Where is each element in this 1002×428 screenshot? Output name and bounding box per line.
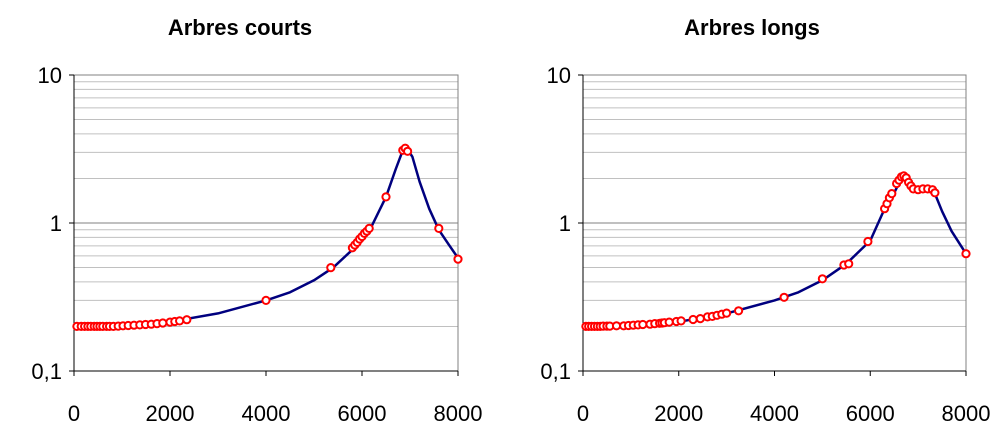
series-line xyxy=(581,175,968,328)
data-point xyxy=(930,188,940,198)
data-point xyxy=(664,317,674,327)
x-tick-label: 8000 xyxy=(434,401,483,426)
x-tick-label: 2000 xyxy=(654,401,703,426)
data-point xyxy=(676,316,686,326)
data-point xyxy=(863,236,873,247)
data-point xyxy=(261,295,271,305)
data-point xyxy=(175,316,185,326)
chart-title: Arbres longs xyxy=(684,15,820,40)
x-tick-label: 6000 xyxy=(846,401,895,426)
data-point xyxy=(364,223,374,233)
data-point xyxy=(326,263,336,273)
data-point xyxy=(961,249,971,259)
gridlines xyxy=(74,81,458,327)
data-point xyxy=(638,319,648,330)
y-tick-label: 10 xyxy=(547,63,571,88)
x-tick-label: 0 xyxy=(577,401,589,426)
chart-title: Arbres courts xyxy=(168,15,312,40)
chart-panel-longs: Arbres longs 0,1 1 10 0 2000 4000 6000 8000 xyxy=(501,0,1002,428)
x-tick-label: 8000 xyxy=(942,401,991,426)
data-point xyxy=(734,306,744,316)
chart-arbres-courts: Arbres courts 0,1 1 10 0 2000 4000 6000 8000 xyxy=(31,15,483,426)
data-point xyxy=(688,314,698,325)
x-tick-label: 6000 xyxy=(338,401,387,426)
x-tick-label: 4000 xyxy=(242,401,291,426)
data-point xyxy=(182,315,192,325)
data-point xyxy=(779,292,789,302)
y-tick-label: 10 xyxy=(38,63,62,88)
data-point xyxy=(403,146,413,156)
y-tick-label: 0,1 xyxy=(540,359,571,384)
chart-panel-courts: Arbres courts 0,1 1 10 0 2000 4000 6000 8000 xyxy=(31,15,483,426)
data-point xyxy=(434,223,444,233)
data-point xyxy=(381,192,391,202)
data-point xyxy=(695,314,705,324)
x-tick-label: 2000 xyxy=(146,401,195,426)
y-tick-label: 0,1 xyxy=(31,359,62,384)
data-point xyxy=(887,189,897,199)
data-point xyxy=(844,259,854,269)
y-tick-label: 1 xyxy=(50,211,62,236)
x-tick-label: 4000 xyxy=(750,401,799,426)
series-markers xyxy=(581,171,971,331)
series-markers xyxy=(72,143,463,331)
data-point xyxy=(817,274,827,284)
chart-arbres-longs: Arbres longs 0,1 1 10 0 2000 4000 6000 8000 xyxy=(540,15,991,426)
data-point xyxy=(611,321,622,331)
series-line xyxy=(72,148,460,328)
gridlines xyxy=(583,81,966,327)
x-tick-label: 0 xyxy=(68,401,80,426)
data-point xyxy=(158,318,168,328)
data-point xyxy=(722,308,732,318)
y-tick-label: 1 xyxy=(559,211,571,236)
data-point xyxy=(453,254,463,264)
